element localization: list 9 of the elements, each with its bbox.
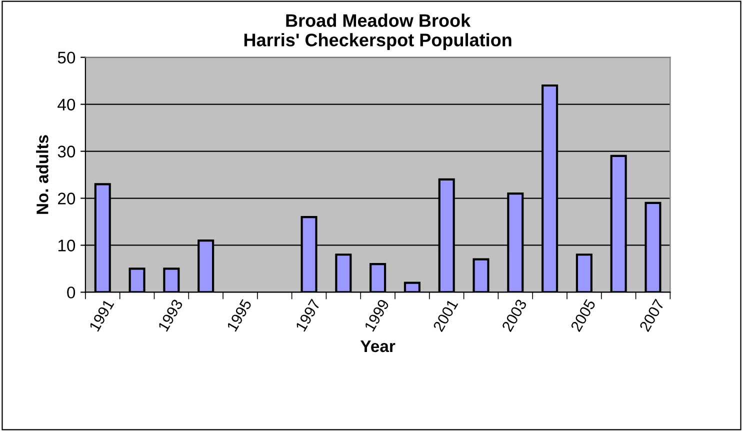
y-axis-title: No. adults: [36, 135, 48, 214]
y-tick-label: 40: [58, 98, 76, 111]
chart-title: Broad Meadow Brook Harris' Checkerspot Population: [244, 14, 512, 50]
y-tick-label: 20: [58, 192, 76, 204]
y-tick-label: 30: [58, 146, 76, 158]
y-tick-label: 10: [58, 240, 76, 252]
x-axis-title: Year: [360, 340, 396, 352]
y-tick-label: 50: [58, 52, 76, 64]
y-tick-label: 0: [67, 286, 76, 298]
